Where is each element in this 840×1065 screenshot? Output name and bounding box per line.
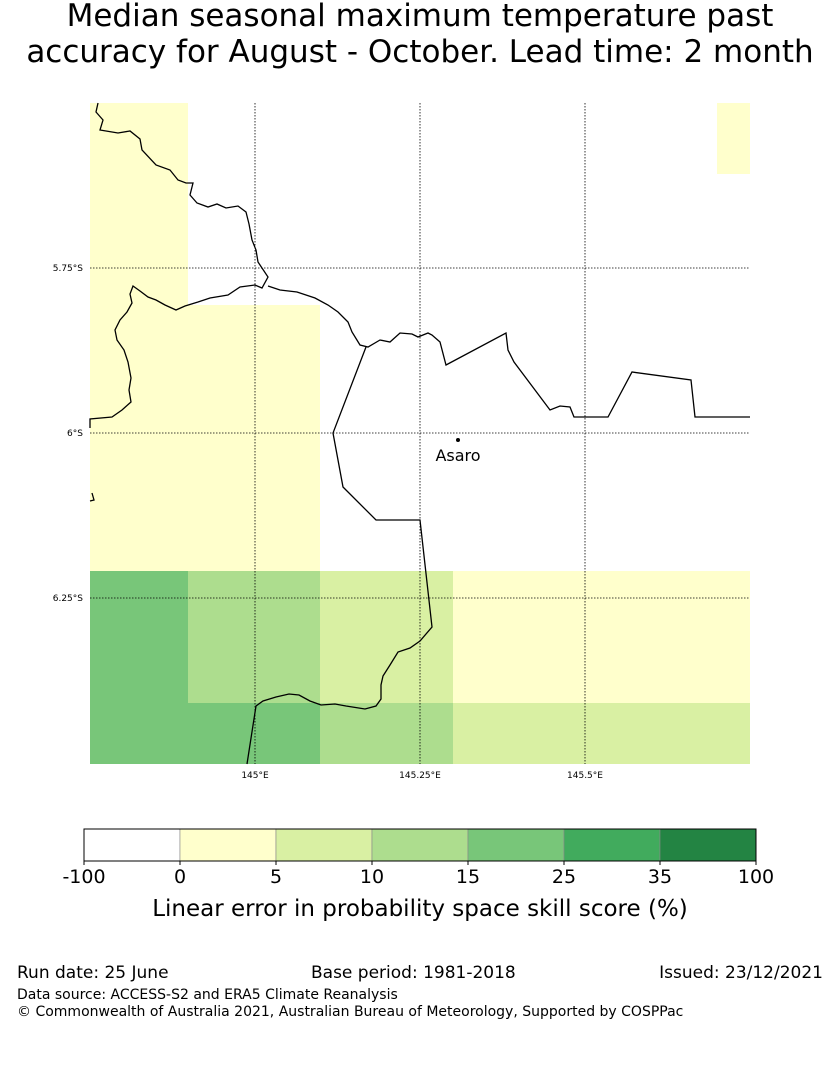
issued-date: Issued: 23/12/2021 — [659, 963, 823, 983]
grid-cell — [254, 438, 320, 571]
grid-cell — [90, 571, 188, 703]
colorbar-tick: 5 — [270, 866, 282, 888]
map-title-line-2: accuracy for August - October. Lead time… — [26, 34, 814, 70]
lat-label-6: 6°S — [67, 429, 83, 439]
grid-cell — [717, 438, 750, 571]
colorbar-segment — [659, 828, 757, 862]
lon-label-145-25: 145.25°E — [399, 771, 441, 781]
grid-cell — [90, 438, 188, 571]
grid-cell — [453, 305, 540, 438]
grid-cell — [453, 438, 540, 571]
asaro-label: Asaro — [435, 446, 480, 465]
lon-label-145: 145°E — [241, 771, 269, 781]
graticule — [90, 103, 750, 764]
colorbar — [83, 828, 757, 865]
grid-cell — [320, 174, 453, 305]
grid-cell — [453, 174, 540, 305]
grid-cell — [628, 103, 717, 174]
grid-cell — [254, 703, 320, 764]
grid-cell — [628, 703, 717, 764]
grid-cell — [254, 305, 320, 438]
grid-cell — [628, 305, 717, 438]
colorbar-tick: 25 — [552, 866, 576, 888]
grid-cell — [628, 438, 717, 571]
grid-cell — [188, 103, 254, 174]
grid-cell — [90, 305, 188, 438]
grid-cell — [540, 438, 628, 571]
grid-cell — [254, 571, 320, 703]
asaro-marker — [456, 438, 460, 442]
border-line-east — [267, 285, 750, 418]
colorbar-tick-marks — [83, 861, 757, 865]
copyright: © Commonwealth of Australia 2021, Austra… — [17, 1004, 684, 1020]
lat-label-5-75: 5.75°S — [53, 264, 84, 274]
colorbar-segment — [83, 828, 181, 862]
grid-cell — [320, 305, 453, 438]
grid-cell — [540, 571, 628, 703]
colorbar-tick: 35 — [648, 866, 672, 888]
grid-cell — [188, 571, 254, 703]
skill-score-grid — [90, 103, 750, 764]
lat-label-6-25: 6.25°S — [53, 594, 84, 604]
grid-cell — [717, 174, 750, 305]
colorbar-tick: 15 — [456, 866, 480, 888]
grid-cell — [320, 703, 453, 764]
grid-cell — [320, 103, 453, 174]
grid-cell — [320, 571, 453, 703]
grid-cell — [90, 174, 188, 305]
grid-cell — [540, 174, 628, 305]
grid-cell — [188, 703, 254, 764]
grid-cell — [717, 103, 750, 174]
grid-cell — [540, 103, 628, 174]
lon-label-145-5: 145.5°E — [567, 771, 603, 781]
grid-cell — [540, 703, 628, 764]
grid-cell — [628, 571, 717, 703]
grid-cell — [453, 103, 540, 174]
grid-cell — [453, 703, 540, 764]
grid-cell — [188, 174, 254, 305]
grid-cell — [453, 571, 540, 703]
border-line-fragment — [89, 492, 95, 502]
grid-cell — [188, 438, 254, 571]
colorbar-segment — [275, 828, 373, 862]
colorbar-tick-labels: -100 0 5 10 15 25 35 100 — [62, 866, 774, 888]
grid-cell — [188, 305, 254, 438]
base-period: Base period: 1981-2018 — [311, 963, 516, 983]
colorbar-segment — [179, 828, 277, 862]
colorbar-tick: 100 — [738, 866, 774, 888]
grid-cell — [717, 703, 750, 764]
colorbar-tick: 0 — [174, 866, 186, 888]
colorbar-label: Linear error in probability space skill … — [152, 896, 688, 922]
colorbar-segment — [563, 828, 661, 862]
colorbar-tick: 10 — [360, 866, 384, 888]
map-title-line-1: Median seasonal maximum temperature past — [66, 0, 774, 34]
grid-cell — [628, 174, 717, 305]
colorbar-segment — [371, 828, 469, 862]
grid-cell — [254, 103, 320, 174]
colorbar-tick: -100 — [62, 866, 105, 888]
data-source: Data source: ACCESS-S2 and ERA5 Climate … — [17, 987, 398, 1003]
colorbar-segment — [467, 828, 565, 862]
grid-cell — [717, 305, 750, 438]
colorbar-frame — [83, 828, 757, 862]
run-date: Run date: 25 June — [17, 963, 169, 983]
grid-cell — [90, 703, 188, 764]
grid-cell — [540, 305, 628, 438]
grid-cell — [717, 571, 750, 703]
border-line-north — [89, 102, 269, 428]
grid-cell — [320, 438, 453, 571]
